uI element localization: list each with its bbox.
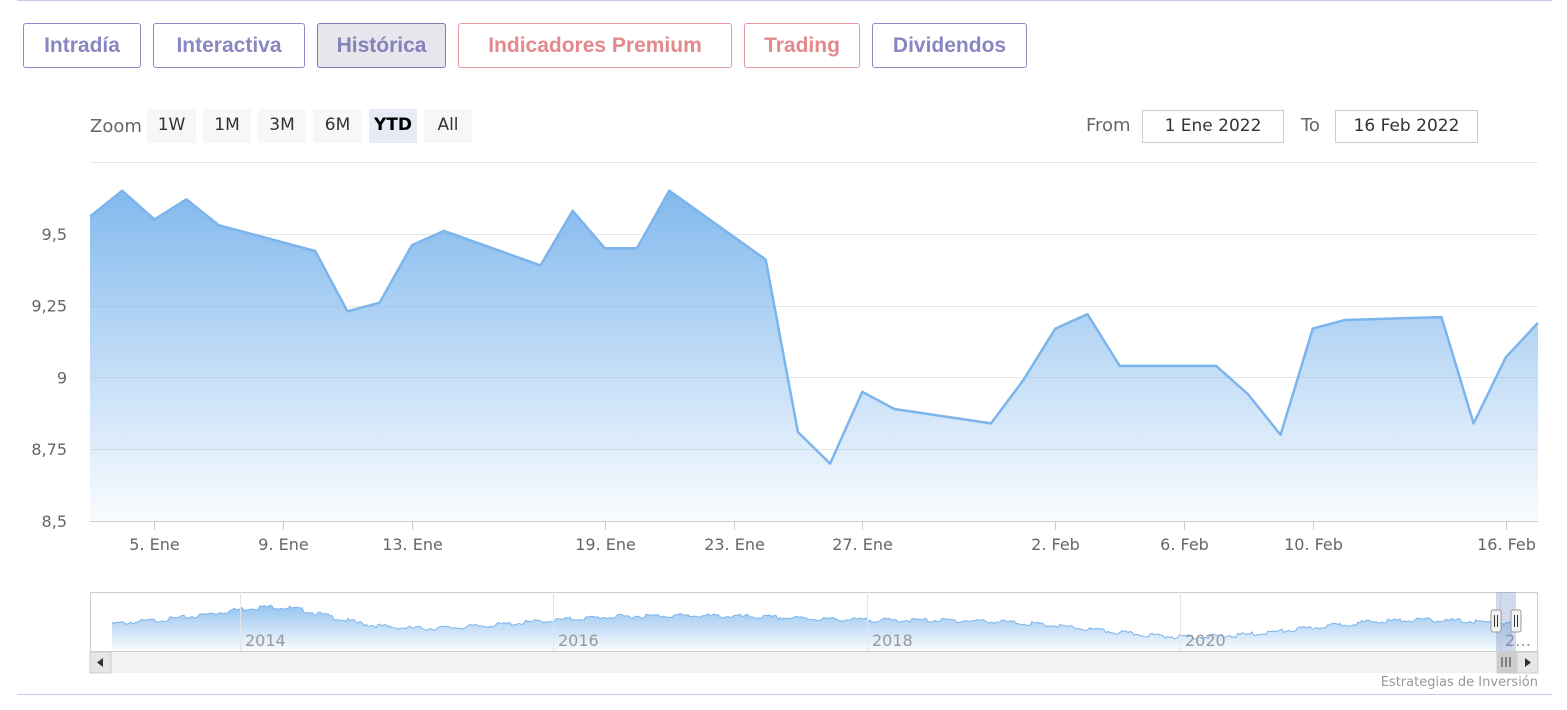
tab-dividendos[interactable]: Dividendos	[872, 23, 1027, 68]
from-label: From	[1086, 115, 1131, 136]
x-tick-label: 13. Ene	[382, 535, 443, 554]
x-tick-label: 16. Feb	[1477, 535, 1536, 554]
x-tick-label: 6. Feb	[1160, 535, 1209, 554]
y-tick-label: 8,5	[42, 512, 67, 531]
zoom-6m-button[interactable]: 6M	[313, 109, 362, 143]
zoom-3m-button[interactable]: 3M	[258, 109, 306, 143]
series-line	[89, 189, 1539, 465]
zoom-1w-button[interactable]: 1W	[147, 109, 196, 143]
x-tick-label: 10. Feb	[1284, 535, 1343, 554]
x-tick-label: 9. Ene	[258, 535, 308, 554]
x-tick-label: 27. Ene	[832, 535, 893, 554]
zoom-ytd-button[interactable]: YTD	[369, 109, 417, 143]
navigator-year-label: 2018	[872, 631, 913, 650]
tab-interactiva[interactable]: Interactiva	[153, 23, 305, 68]
chevron-left-icon	[97, 658, 103, 667]
navigator-line	[111, 604, 1513, 640]
handle-body[interactable]	[1490, 609, 1502, 633]
from-date-input[interactable]: 1 Ene 2022	[1142, 110, 1284, 143]
navigator-right-handle[interactable]	[1510, 609, 1522, 633]
y-tick-label: 9,5	[42, 225, 67, 244]
navigator-year-label: 2020	[1185, 631, 1226, 650]
chevron-right-icon	[1525, 658, 1531, 667]
navigator-left-handle[interactable]	[1490, 609, 1502, 633]
top-divider	[17, 0, 1552, 1]
x-tick-label: 2. Feb	[1031, 535, 1080, 554]
credit-text: Estrategias de Inversión	[1380, 675, 1538, 690]
tab-indicadores-premium[interactable]: Indicadores Premium	[458, 23, 732, 68]
to-label: To	[1301, 115, 1320, 136]
navigator-year-label: 2016	[558, 631, 599, 650]
x-tick-label: 19. Ene	[575, 535, 636, 554]
bottom-divider	[17, 694, 1552, 695]
zoom-1m-button[interactable]: 1M	[203, 109, 251, 143]
x-tick-label: 5. Ene	[129, 535, 179, 554]
tab-intradia[interactable]: Intradía	[23, 23, 141, 68]
scrollbar-thumb[interactable]	[1496, 651, 1518, 674]
scrollbar-track[interactable]	[90, 652, 1538, 673]
handle-body[interactable]	[1510, 609, 1522, 633]
tab-trading[interactable]: Trading	[744, 23, 860, 68]
y-tick-label: 8,75	[31, 440, 67, 459]
x-tick-label: 23. Ene	[704, 535, 765, 554]
y-tick-label: 9,25	[31, 297, 67, 316]
zoom-all-button[interactable]: All	[424, 109, 472, 143]
navigator-year-label: 2…	[1505, 631, 1531, 650]
tab-historica[interactable]: Histórica	[317, 23, 446, 68]
navigator-area	[112, 605, 1512, 651]
navigator-year-label: 2014	[245, 631, 286, 650]
y-tick-label: 9	[57, 368, 67, 387]
zoom-label: Zoom	[90, 116, 142, 137]
to-date-input[interactable]: 16 Feb 2022	[1335, 110, 1478, 143]
navigator-selection	[1496, 592, 1516, 651]
series-area	[90, 190, 1538, 521]
